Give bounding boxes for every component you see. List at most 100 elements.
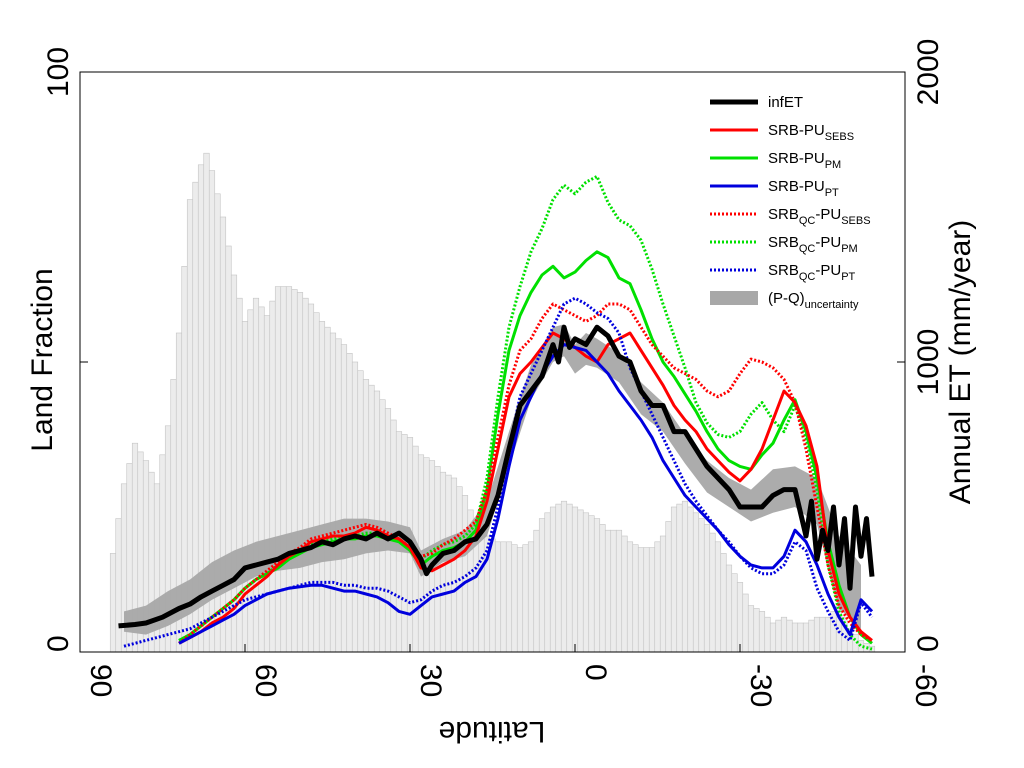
land-fraction-bar [230, 274, 238, 653]
land-fraction-bar [637, 547, 645, 653]
land-fraction-bar [643, 547, 650, 653]
land-fraction-bar [626, 541, 634, 653]
land-fraction-bar [329, 332, 337, 653]
land-fraction-bar [758, 611, 766, 653]
land-fraction-bar [714, 541, 722, 653]
land-fraction-bar [263, 315, 271, 653]
x-tick-label: 90 [84, 664, 117, 697]
land-fraction-bar [450, 477, 458, 653]
land-fraction-bar [720, 553, 727, 653]
land-fraction-bar [577, 509, 584, 653]
legend-swatch [710, 291, 758, 305]
land-fraction-bar [351, 361, 359, 653]
land-fraction-bar [302, 297, 309, 653]
land-fraction-bar [676, 503, 683, 653]
land-fraction-bar [494, 541, 502, 653]
land-fraction-bar [791, 622, 799, 653]
land-fraction-bar [274, 286, 282, 653]
y-right-tick-label: 2000 [912, 39, 945, 106]
land-fraction-bar [109, 553, 117, 653]
land-fraction-bar [775, 619, 782, 653]
land-fraction-bar [115, 518, 122, 653]
legend-label: SRBQC-PUSEBS [768, 206, 871, 227]
land-fraction-bar [505, 541, 513, 653]
y-right-tick-label: 0 [912, 635, 945, 652]
land-fraction-bar [478, 529, 485, 653]
land-fraction-bar [780, 616, 788, 653]
land-fraction-bar [241, 321, 249, 653]
land-fraction-bar [599, 524, 606, 653]
land-fraction-bar [786, 619, 793, 653]
land-fraction-bar [593, 518, 601, 653]
land-fraction-bar [362, 379, 370, 653]
land-fraction-bar [280, 286, 287, 653]
land-fraction-bar [368, 384, 375, 653]
y-left-axis-label: Land Fraction [26, 268, 59, 451]
land-fraction-bar [538, 518, 546, 653]
legend: infET SRB-PUSEBS SRB-PUPM SRB-PUPT SRBQC-PUS… [710, 94, 871, 311]
x-tick-label: 60 [249, 664, 282, 697]
land-fraction-bar [500, 541, 507, 653]
land-fraction-bar [566, 503, 573, 653]
land-fraction-bar [318, 321, 326, 653]
land-fraction-bar [764, 616, 771, 653]
x-tick-label: 0 [579, 664, 612, 681]
land-fraction-bar [687, 506, 694, 653]
legend-label: SRB-PUPM [768, 150, 841, 171]
land-fraction-bar [313, 312, 320, 653]
land-fraction-bar [709, 532, 716, 653]
legend-label: (P-Q)uncertainty [768, 290, 859, 311]
uncertainty-band [124, 324, 861, 635]
land-fraction-bar [813, 616, 821, 653]
y-right-axis-label: Annual ET (mm/year) [944, 220, 977, 505]
land-fraction-bar [610, 529, 617, 653]
land-fraction-bar [659, 535, 667, 653]
land-fraction-bar [489, 538, 496, 653]
land-fraction-bar [522, 544, 529, 653]
land-fraction-bar [648, 547, 656, 653]
x-axis-label: Latitude [439, 715, 546, 748]
y-right-tick-label: 1000 [912, 329, 945, 396]
land-fraction-bar [555, 503, 562, 653]
land-fraction-bar [808, 619, 815, 653]
land-fraction-bar [665, 521, 672, 653]
land-fraction-bar [742, 593, 749, 653]
land-fraction-bar [461, 495, 469, 653]
land-fraction-bar [335, 338, 342, 653]
land-fraction-bar [588, 515, 595, 653]
land-fraction-bar [549, 506, 557, 653]
land-fraction-bar [533, 529, 540, 653]
land-fraction-bar [824, 616, 832, 653]
land-fraction-bar [670, 506, 678, 653]
y-left-tick-label: 0 [42, 635, 75, 652]
land-fraction-bar [456, 486, 463, 653]
land-fraction-bar [692, 512, 700, 653]
land-fraction-bar [516, 547, 524, 653]
land-fraction-bar [340, 344, 348, 653]
land-fraction-bar [731, 573, 738, 653]
land-fraction-bar [560, 500, 568, 653]
legend-label: SRBQC-PUPT [768, 262, 856, 283]
land-fraction-bar [769, 622, 777, 653]
land-fraction-bar [703, 524, 711, 653]
land-fraction-bar [819, 616, 826, 653]
land-fraction-bar [291, 289, 298, 653]
land-fraction-bar [621, 535, 628, 653]
land-fraction-bar [747, 605, 755, 653]
land-fraction-bar [511, 544, 518, 653]
land-fraction-bar [681, 500, 689, 653]
legend-label: SRB-PUPT [768, 178, 839, 199]
land-fraction-bar [797, 622, 804, 653]
land-fraction-bar [725, 564, 733, 653]
land-fraction-bar [698, 518, 705, 653]
series-line-infET [118, 324, 875, 629]
land-fraction-bar [285, 286, 293, 653]
land-fraction-bar [346, 352, 353, 653]
series-line-srb_pu_pt [178, 343, 874, 645]
y-left-tick-label: 100 [42, 47, 75, 97]
land-fraction-bar [753, 608, 760, 653]
land-fraction-bar [258, 306, 265, 653]
land-fraction-bar [527, 541, 535, 653]
